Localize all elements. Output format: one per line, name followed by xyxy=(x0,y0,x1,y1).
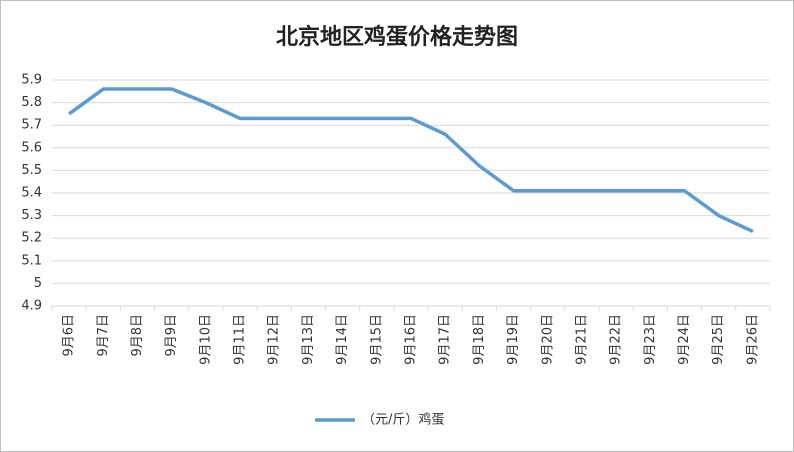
x-tick-label: 9月9日 xyxy=(164,314,179,357)
chart-title: 北京地区鸡蛋价格走势图 xyxy=(276,24,518,50)
y-tick-label: 5.5 xyxy=(21,163,42,178)
x-tick-label: 9月7日 xyxy=(96,314,111,357)
y-tick-label: 4.9 xyxy=(21,299,42,314)
y-tick-label: 5.4 xyxy=(21,186,42,201)
x-tick-label: 9月24日 xyxy=(677,314,692,365)
y-tick-label: 5.6 xyxy=(21,140,42,155)
legend-label: （元/斤）鸡蛋 xyxy=(362,412,444,428)
x-tick-label: 9月17日 xyxy=(438,314,453,365)
x-tick-label: 9月20日 xyxy=(540,314,555,365)
x-tick-label: 9月14日 xyxy=(335,314,350,365)
x-tick-label: 9月22日 xyxy=(609,314,624,365)
x-tick-label: 9月12日 xyxy=(267,314,282,365)
x-tick-label: 9月6日 xyxy=(62,314,77,357)
y-tick-label: 5.3 xyxy=(21,208,42,223)
y-tick-label: 5.8 xyxy=(21,95,42,110)
x-tick-label: 9月15日 xyxy=(369,314,384,365)
y-tick-label: 5.9 xyxy=(21,73,42,88)
y-tick-label: 5.1 xyxy=(21,253,42,268)
y-tick-label: 5.7 xyxy=(21,118,42,133)
x-tick-label: 9月25日 xyxy=(711,314,726,365)
x-tick-label: 9月23日 xyxy=(643,314,658,365)
data-line xyxy=(68,87,754,234)
x-tick-label: 9月10日 xyxy=(198,314,213,365)
x-tick-label: 9月21日 xyxy=(574,314,589,365)
x-tick-label: 9月16日 xyxy=(404,314,419,365)
x-tick-label: 9月11日 xyxy=(233,314,248,365)
x-tick-label: 9月18日 xyxy=(472,314,487,365)
y-tick-label: 5 xyxy=(34,276,42,291)
x-tick-label: 9月13日 xyxy=(301,314,316,365)
x-tick-label: 9月8日 xyxy=(130,314,145,357)
x-tick-label: 9月19日 xyxy=(506,314,521,365)
y-tick-label: 5.2 xyxy=(21,231,42,246)
x-tick-label: 9月26日 xyxy=(745,314,760,365)
